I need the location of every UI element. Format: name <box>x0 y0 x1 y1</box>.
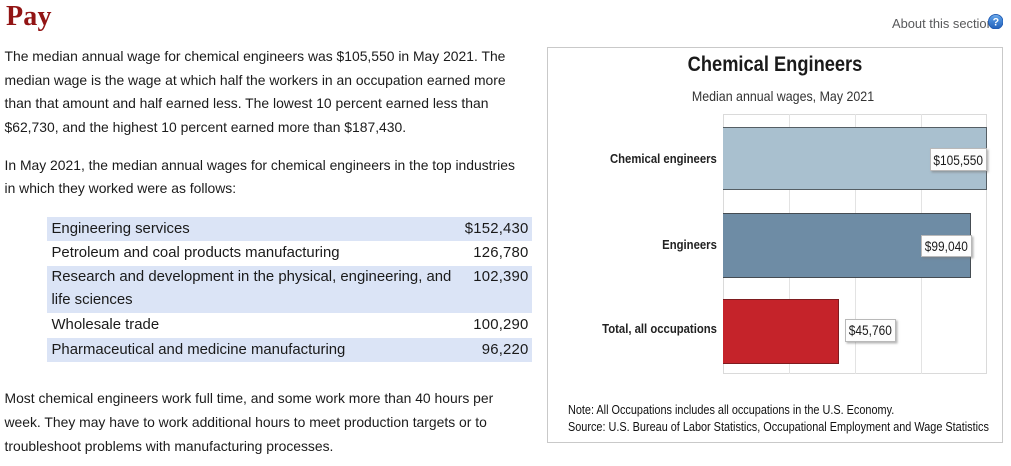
svg-text:?: ? <box>992 16 998 28</box>
